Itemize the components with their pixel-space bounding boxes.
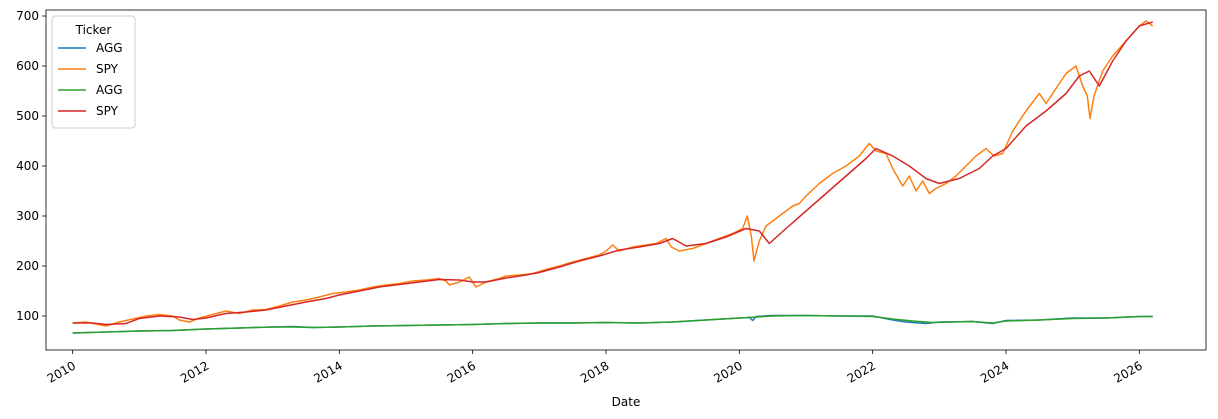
- x-tick-label: 2010: [45, 358, 78, 385]
- y-tick-label: 100: [16, 309, 39, 323]
- series-line-spy-1: [72, 20, 1154, 327]
- legend-entries: AGG SPY AGG SPY: [58, 41, 123, 118]
- y-axis: 100 200 300 400 500 600 700: [16, 9, 46, 323]
- legend-entry-label: SPY: [96, 62, 119, 76]
- plot-area: [45, 9, 1207, 351]
- legend-entry-label: SPY: [96, 104, 119, 118]
- x-tick-label: 2012: [178, 358, 211, 385]
- y-tick-label: 400: [16, 159, 39, 173]
- y-tick-label: 700: [16, 9, 39, 23]
- x-axis-label: Date: [612, 395, 641, 409]
- x-tick-label: 2026: [1111, 358, 1144, 385]
- series-line-spy-3: [72, 21, 1153, 326]
- series-line-agg-2: [72, 314, 1153, 334]
- legend-box: [51, 15, 136, 129]
- legend-title: Ticker: [75, 23, 112, 37]
- x-tick-label: 2016: [445, 358, 478, 385]
- y-tick-label: 200: [16, 259, 39, 273]
- x-tick-label: 2014: [311, 358, 344, 385]
- x-tick-label: 2020: [711, 358, 744, 385]
- legend: Ticker AGG SPY AGG SPY: [51, 15, 136, 129]
- y-tick-label: 600: [16, 59, 39, 73]
- legend-entry-label: AGG: [96, 83, 123, 97]
- x-tick-label: 2024: [978, 358, 1011, 385]
- y-tick-label: 300: [16, 209, 39, 223]
- x-tick-label: 2018: [578, 358, 611, 385]
- x-tick-label: 2022: [845, 358, 878, 385]
- y-tick-label: 500: [16, 109, 39, 123]
- x-axis: 2010 2012 2014 2016 2018 2020 2022 2024 2026: [45, 350, 1145, 386]
- plot-frame: [45, 9, 1207, 351]
- legend-entry-label: AGG: [96, 41, 123, 55]
- series-layer: [72, 20, 1154, 334]
- series-line-agg-0: [72, 314, 1153, 334]
